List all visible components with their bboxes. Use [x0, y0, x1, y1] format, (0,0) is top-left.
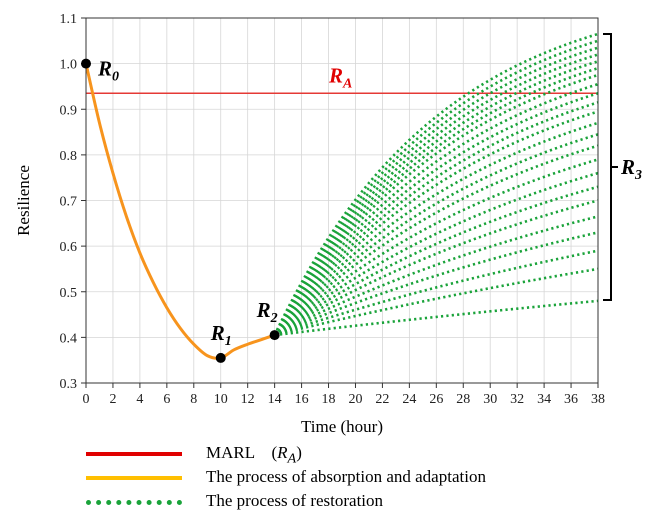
x-tick-label: 22: [375, 392, 389, 407]
x-tick-label: 28: [456, 392, 470, 407]
restoration-curve: [273, 60, 599, 336]
restoration-curve: [273, 101, 599, 336]
legend: MARL (RA) The process of absorption and …: [86, 442, 646, 514]
legend-text-marl: MARL (: [206, 443, 278, 462]
point-label-r2: R2: [256, 298, 278, 326]
restoration-curve: [273, 32, 599, 336]
legend-swatch-marl: [86, 452, 182, 456]
y-tick-label: 0.8: [60, 149, 78, 164]
y-tick-label: 0.4: [60, 331, 78, 346]
x-tick-label: 20: [348, 392, 362, 407]
restoration-curve: [273, 92, 599, 336]
restoration-curve: [273, 133, 599, 336]
x-tick-label: 12: [241, 392, 255, 407]
r3-bracket: [603, 33, 612, 301]
annotations: RA R3: [328, 33, 642, 301]
x-tick-label: 26: [429, 392, 443, 407]
absorption-curve-layer: [84, 63, 276, 360]
legend-item-restoration: The process of restoration: [86, 490, 646, 514]
key-points: R0 R1 R2: [81, 57, 280, 363]
legend-label-absorption: The process of absorption and adaptation: [206, 467, 486, 486]
legend-swatch-absorption: [86, 476, 182, 480]
y-tick-label: 0.3: [60, 377, 78, 392]
restoration-curve: [273, 53, 599, 336]
ra-label: RA: [328, 63, 352, 91]
absorption-curve: [84, 63, 276, 360]
y-tick-label: 0.6: [60, 240, 78, 255]
x-tick-label: 0: [83, 392, 90, 407]
point-r0: [81, 58, 91, 69]
legend-label-marl: MARL (RA): [206, 442, 302, 469]
x-tick-label: 18: [322, 392, 336, 407]
y-tick-label: 0.5: [60, 286, 78, 301]
restoration-curve: [274, 299, 599, 337]
restoration-curve: [274, 249, 599, 337]
restoration-curve: [274, 215, 599, 337]
x-tick-label: 14: [268, 392, 282, 407]
y-tick-label: 1.0: [60, 58, 78, 73]
legend-item-absorption: The process of absorption and adaptation: [86, 466, 646, 490]
point-r1: [215, 352, 226, 363]
restoration-curve: [273, 66, 599, 336]
restoration-curve: [273, 121, 599, 336]
restoration-curve: [273, 82, 599, 336]
restoration-curve: [273, 171, 599, 337]
y-tick-label: 0.7: [60, 195, 78, 210]
x-tick-label: 32: [510, 392, 524, 407]
restoration-curves: [273, 32, 599, 337]
y-tick-label: 0.9: [60, 103, 78, 118]
legend-swatch-restoration: [86, 500, 182, 505]
x-tick-label: 34: [537, 392, 551, 407]
r3-label: R3: [620, 155, 642, 183]
restoration-curve: [274, 267, 599, 337]
point-label-r1: R1: [210, 321, 232, 349]
x-tick-label: 38: [591, 392, 605, 407]
legend-ra-name: R: [277, 443, 288, 462]
legend-ra-close: ): [296, 443, 302, 462]
restoration-curve: [273, 73, 599, 336]
x-tick-label: 10: [214, 392, 228, 407]
restoration-curve: [273, 39, 599, 336]
restoration-curve: [273, 158, 599, 337]
point-label-r0: R0: [97, 57, 119, 85]
x-tick-label: 16: [295, 392, 309, 407]
y-axis-title: Resilience: [14, 165, 33, 236]
x-tick-label: 8: [190, 392, 197, 407]
legend-ra-sub: A: [287, 450, 297, 467]
legend-label-restoration: The process of restoration: [206, 491, 384, 510]
point-r2: [269, 330, 280, 341]
x-tick-label: 36: [564, 392, 578, 407]
restoration-curve: [273, 110, 599, 336]
x-tick-label: 2: [109, 392, 116, 407]
axes: 0 2 4 6 8 10 12 14 16 18 20 22 24 26 28 30 32 34 36 380.30.…: [14, 12, 605, 436]
y-tick-label: 1.1: [60, 12, 78, 27]
legend-item-marl: MARL (RA): [86, 442, 646, 466]
x-tick-label: 30: [483, 392, 497, 407]
x-tick-label: 6: [163, 392, 170, 407]
x-tick-label: 24: [402, 392, 416, 407]
x-axis-title: Time (hour): [301, 417, 383, 436]
x-tick-label: 4: [136, 392, 143, 407]
